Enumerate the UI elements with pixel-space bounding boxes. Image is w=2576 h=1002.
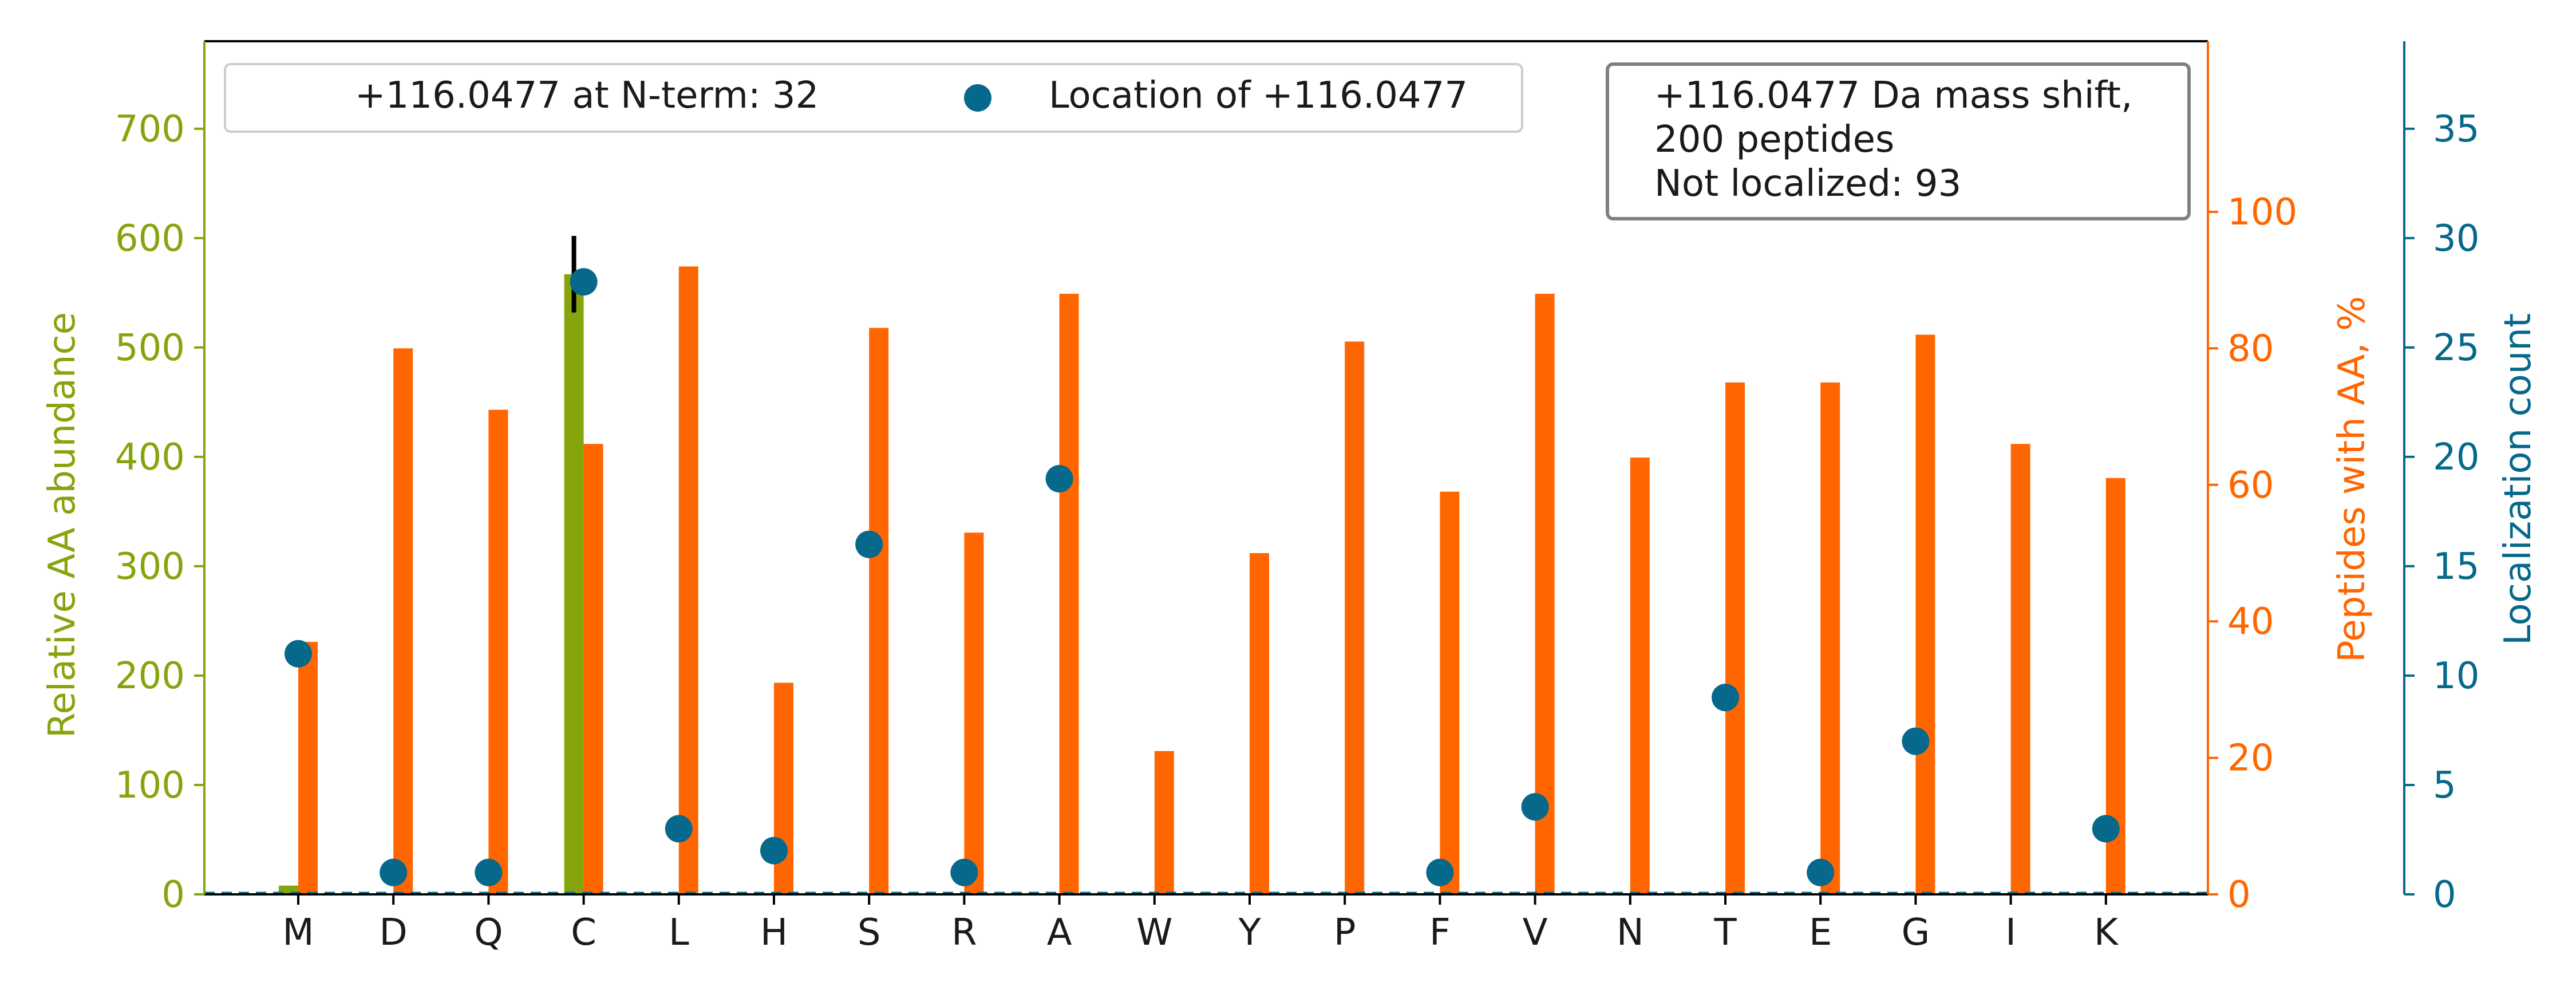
left-tick-label-600: 600 [115,218,185,260]
location-point-V [1521,793,1549,821]
right-tick-label-80: 80 [2227,328,2274,370]
x-tick-label-M: M [282,912,314,954]
axes: M D Q C L H S R A W Y P F V N T E G I K01002003004005006007… [41,40,2539,954]
x-tick-label-Y: Y [1238,912,1261,954]
pct-bar-D [393,348,413,894]
pct-bar-C [583,444,603,894]
pct-bar-N [1630,457,1650,894]
x-tick-label-P: P [1334,912,1356,954]
x-tick-label-I: I [2005,912,2016,954]
left-tick-label-400: 400 [115,436,185,479]
right-tick-label-40: 40 [2227,601,2274,643]
abundance-bar-C [564,274,584,894]
x-tick-label-G: G [1902,912,1930,954]
pct-bar-Q [488,409,508,894]
pct-bar-E [1820,382,1840,894]
location-point-T [1712,684,1739,712]
right-tick-label-60: 60 [2227,464,2274,507]
location-point-F [1426,858,1454,886]
location-point-E [1807,858,1835,886]
right2-tick-label-30: 30 [2433,218,2479,260]
x-tick-label-L: L [669,912,689,954]
right-tick-label-100: 100 [2227,191,2297,234]
pct-bar-I [2010,444,2030,894]
right2-tick-label-20: 20 [2433,436,2479,479]
right-axis-title: Peptides with AA, % [2331,296,2373,662]
right2-tick-label-10: 10 [2433,655,2479,697]
right2-tick-label-5: 5 [2433,764,2456,807]
legend-location-label: Location of +116.0477 [1049,74,1468,117]
annotation-line-1: +116.0477 Da mass shift, [1654,74,2132,117]
x-tick-label-E: E [1809,912,1832,954]
pct-bar-M [298,641,318,894]
right-tick-label-20: 20 [2227,737,2274,780]
right2-tick-label-35: 35 [2433,108,2479,151]
right2-tick-label-25: 25 [2433,327,2479,369]
pct-bar-Y [1250,553,1269,894]
location-point-Q [475,858,503,886]
left-tick-label-700: 700 [115,108,185,151]
pct-bar-R [964,532,984,894]
x-tick-label-A: A [1047,912,1072,954]
left-tick-label-100: 100 [115,764,185,807]
pct-bar-T [1725,382,1745,894]
plot-area [204,236,2208,895]
location-point-H [760,837,788,865]
x-tick-label-V: V [1523,912,1548,954]
pct-bar-F [1440,491,1460,894]
legend: +116.0477 at N-term: 32 Location of +116… [224,63,1523,133]
legend-frame [224,63,1523,133]
location-point-R [950,858,978,886]
location-point-C [570,268,598,296]
pct-bar-W [1154,751,1174,894]
x-tick-label-S: S [858,912,881,954]
legend-nterm-label: +116.0477 at N-term: 32 [355,74,819,117]
location-point-A [1045,465,1073,493]
right2-axis-title: Localization count [2497,313,2539,645]
x-tick-label-D: D [380,912,408,954]
left-tick-label-300: 300 [115,546,185,588]
location-point-D [380,858,408,886]
location-point-S [855,530,883,558]
left-tick-label-0: 0 [161,874,185,916]
annotation-line-2: 200 peptides [1654,119,1894,161]
left-axis-title: Relative AA abundance [41,312,84,738]
location-point-G [1902,727,1930,755]
x-tick-label-Q: Q [474,912,503,954]
pct-bar-S [869,328,889,894]
x-tick-label-W: W [1136,912,1172,954]
x-tick-label-T: T [1713,912,1737,954]
location-point-M [285,640,312,668]
x-tick-label-C: C [571,912,596,954]
left-tick-label-200: 200 [115,655,185,697]
annotation: +116.0477 Da mass shift, 200 peptides No… [1606,62,2191,220]
right2-tick-label-0: 0 [2433,874,2456,916]
right-tick-label-0: 0 [2227,874,2251,916]
annotation-line-3: Not localized: 93 [1654,163,1961,205]
x-tick-label-R: R [951,912,977,954]
location-point-K [2092,815,2120,843]
x-tick-label-H: H [760,912,788,954]
x-tick-label-F: F [1429,912,1451,954]
pct-bar-G [1915,334,1935,894]
pct-bar-P [1345,341,1365,894]
legend-location-marker [964,84,991,112]
pct-bar-L [678,266,698,894]
location-point-L [665,815,693,843]
pct-bar-A [1059,294,1079,894]
x-tick-label-N: N [1617,912,1644,954]
annotation-frame [1606,62,2191,220]
right2-tick-label-15: 15 [2433,546,2479,588]
left-tick-label-500: 500 [115,327,185,369]
x-tick-label-K: K [2094,912,2119,954]
